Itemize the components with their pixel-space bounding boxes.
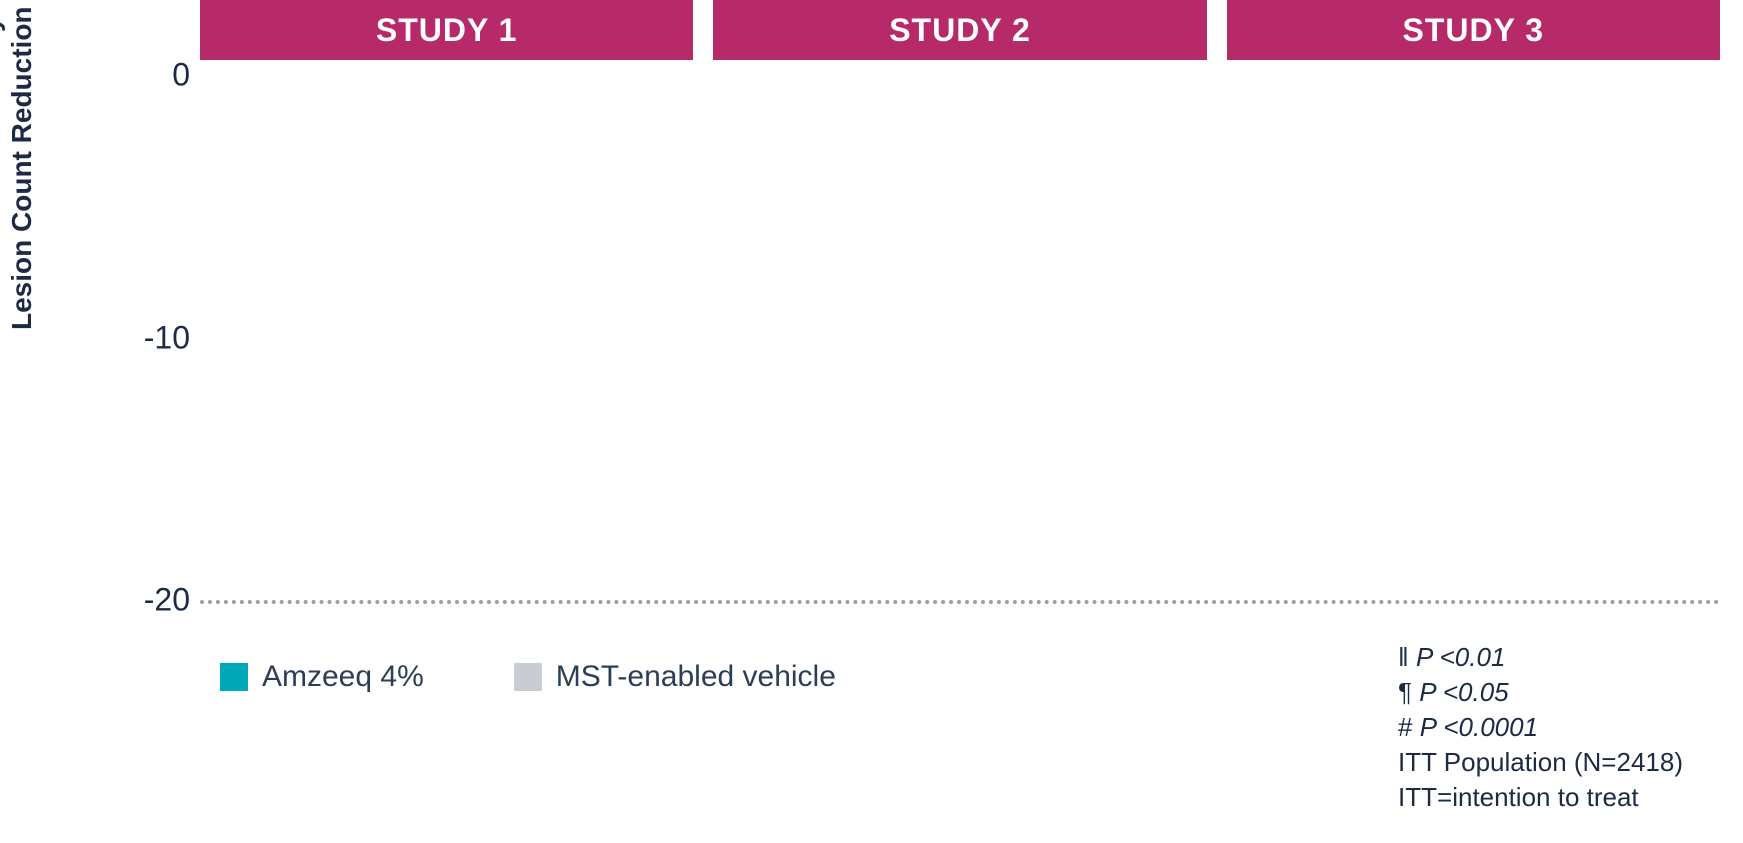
legend-item-vehicle: MST-enabled vehicle — [514, 660, 836, 694]
study-header-1-label: STUDY 1 — [376, 12, 518, 49]
footnote-5-text: ITT=intention to treat — [1398, 782, 1639, 812]
legend-swatch-vehicle — [514, 663, 542, 691]
footnote-4: ITT Population (N=2418) — [1398, 745, 1683, 780]
y-tick-0: 0 — [130, 57, 190, 94]
footnote-5: ITT=intention to treat — [1398, 780, 1683, 815]
footnote-3-text: P <0.0001 — [1420, 712, 1538, 742]
plot-area: STUDY 1 STUDY 2 STUDY 3 0 -10 -20 — [200, 0, 1720, 630]
footnote-1-symbol: ‖ — [1398, 642, 1409, 672]
study-header-2-label: STUDY 2 — [889, 12, 1031, 49]
study-headers: STUDY 1 STUDY 2 STUDY 3 — [200, 0, 1720, 60]
footnote-3-symbol: # — [1398, 712, 1412, 742]
footnote-2: ¶ P <0.05 — [1398, 675, 1683, 710]
footnote-2-text: P <0.05 — [1419, 677, 1508, 707]
lesion-reduction-chart: Absolute Inflammatory Lesion Count Reduc… — [0, 0, 1743, 843]
y-axis-label-line2: Lesion Count Reduction — [6, 6, 38, 330]
reference-line-neg20 — [200, 600, 1720, 604]
footnote-3: # P <0.0001 — [1398, 710, 1683, 745]
y-tick-2: -20 — [130, 582, 190, 619]
y-axis-label-line1: Absolute Inflammatory — [0, 17, 5, 320]
legend: Amzeeq 4% MST-enabled vehicle — [220, 660, 836, 694]
footnote-2-symbol: ¶ — [1398, 677, 1412, 707]
footnote-1: ‖ P <0.01 — [1398, 640, 1683, 675]
study-header-1: STUDY 1 — [200, 0, 693, 60]
legend-label-vehicle: MST-enabled vehicle — [556, 660, 836, 694]
footnote-4-text: ITT Population (N=2418) — [1398, 747, 1683, 777]
study-header-3-label: STUDY 3 — [1403, 12, 1545, 49]
legend-item-amzeeq: Amzeeq 4% — [220, 660, 424, 694]
study-header-3: STUDY 3 — [1227, 0, 1720, 60]
y-tick-1: -10 — [130, 319, 190, 356]
footnotes: ‖ P <0.01 ¶ P <0.05 # P <0.0001 ITT Popu… — [1398, 640, 1683, 815]
study-header-2: STUDY 2 — [713, 0, 1206, 60]
grid-area: 0 -10 -20 — [200, 75, 1720, 600]
footnote-1-text: P <0.01 — [1416, 642, 1505, 672]
y-axis-label: Absolute Inflammatory Lesion Count Reduc… — [0, 6, 38, 330]
legend-label-amzeeq: Amzeeq 4% — [262, 660, 424, 694]
legend-swatch-amzeeq — [220, 663, 248, 691]
